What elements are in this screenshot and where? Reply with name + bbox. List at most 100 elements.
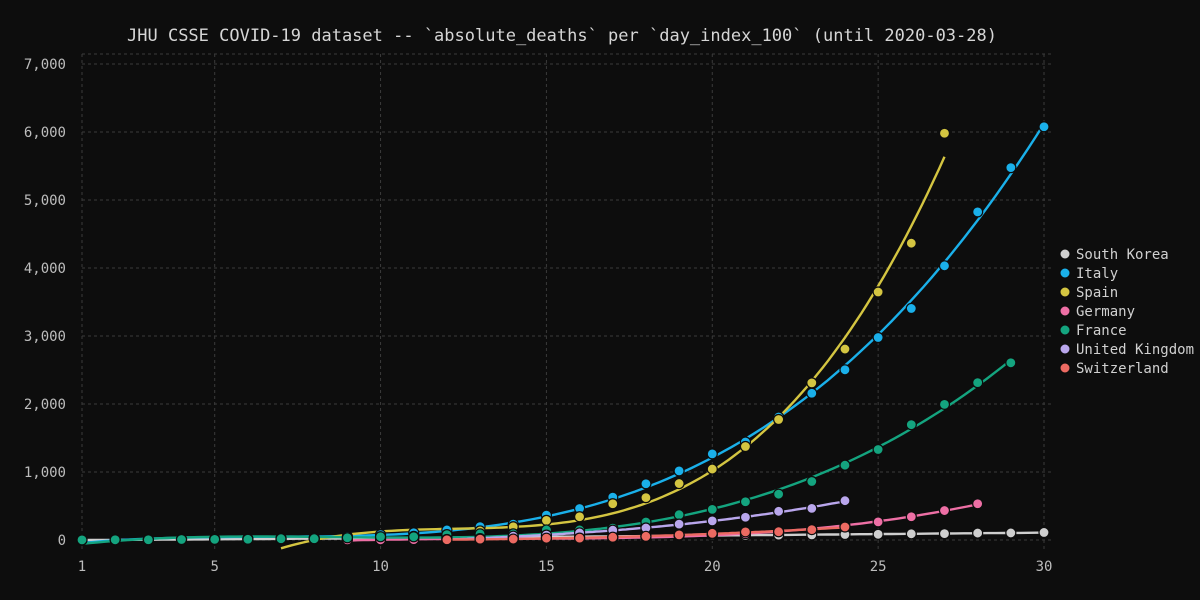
legend-label: Switzerland [1076,361,1169,377]
data-point [806,502,818,514]
data-point [607,498,619,510]
legend-label: Germany [1076,304,1135,320]
data-point [109,534,121,546]
x-tick-label: 30 [1036,559,1053,575]
y-tick-label: 0 [58,533,66,549]
data-point [739,511,752,523]
y-tick-label: 7,000 [24,57,66,73]
trend-line [280,156,946,550]
legend: South Korea Italy Spain Germany France United… [1059,247,1194,377]
data-point [408,531,420,543]
data-point [706,448,718,460]
data-point [673,477,685,490]
data-point [706,515,718,527]
legend-marker [1059,362,1071,374]
y-tick-label: 3,000 [24,329,66,345]
data-point [872,528,884,540]
data-point [706,527,718,539]
data-point [573,532,586,544]
data-point [275,533,287,545]
x-tick-label: 1 [78,559,86,575]
data-point [938,127,951,139]
data-point [640,530,652,542]
data-point [175,533,188,546]
x-tick-label: 5 [210,559,218,575]
y-tick-label: 5,000 [24,193,66,209]
data-point [938,398,951,410]
data-point [872,331,884,344]
data-point [872,443,884,456]
data-point [905,419,917,431]
data-point [739,440,752,453]
data-point [773,488,785,500]
data-point [341,532,353,544]
data-point [76,534,88,546]
data-point [673,509,685,521]
x-tick-label: 10 [372,559,389,575]
legend-label: France [1076,323,1127,339]
legend-marker [1059,343,1071,355]
data-point [839,459,851,471]
data-point [706,503,718,515]
data-point [773,526,785,538]
data-point [308,533,320,545]
data-point [806,475,818,488]
data-point [706,463,718,475]
data-point [441,534,453,546]
y-tick-label: 6,000 [24,125,66,141]
x-tick-label: 20 [704,559,721,575]
grid [81,53,1054,550]
y-tick-label: 2,000 [24,397,66,413]
data-point [1005,162,1017,174]
data-point [573,511,586,523]
data-point [839,364,851,376]
data-point [806,387,818,399]
data-point [540,532,553,544]
data-point [773,413,785,426]
data-point [507,533,519,545]
y-tick-label: 1,000 [24,465,66,481]
legend-marker [1059,324,1071,336]
data-point [374,531,387,543]
y-tick-label: 4,000 [24,261,66,277]
data-point [1005,357,1017,369]
legend-label: Italy [1076,266,1118,282]
data-point [1005,527,1017,539]
data-point [905,302,917,315]
data-point [640,492,652,504]
data-point [972,527,984,539]
data-point [673,529,685,541]
data-point [938,260,951,272]
x-axis: 1 5 10 15 20 25 30 [78,559,1053,575]
data-point [905,528,917,540]
legend-label: United Kingdom [1076,342,1194,358]
y-axis: 0 1,000 2,000 3,000 4,000 5,000 6,000 7,000 [24,57,66,549]
data-point [839,343,851,355]
data-point [938,504,951,517]
data-point [142,534,154,546]
legend-label: Spain [1076,285,1118,301]
legend-label: South Korea [1076,247,1169,263]
data-point [938,528,951,540]
data-point [839,495,851,507]
legend-marker [1059,267,1071,279]
data-point [474,533,486,545]
data-point [739,496,752,508]
x-tick-label: 15 [538,559,555,575]
data-point [773,505,785,517]
data-point [540,514,553,526]
data-point [872,286,884,298]
data-point [905,511,917,523]
x-tick-label: 25 [870,559,887,575]
data-point [972,377,984,389]
data-point [905,237,917,249]
data-point [739,526,752,538]
data-point [872,516,884,528]
data-point [806,377,818,389]
legend-marker [1059,305,1071,317]
data-point [972,206,984,218]
data-point [1038,121,1050,133]
data-point [607,531,619,543]
